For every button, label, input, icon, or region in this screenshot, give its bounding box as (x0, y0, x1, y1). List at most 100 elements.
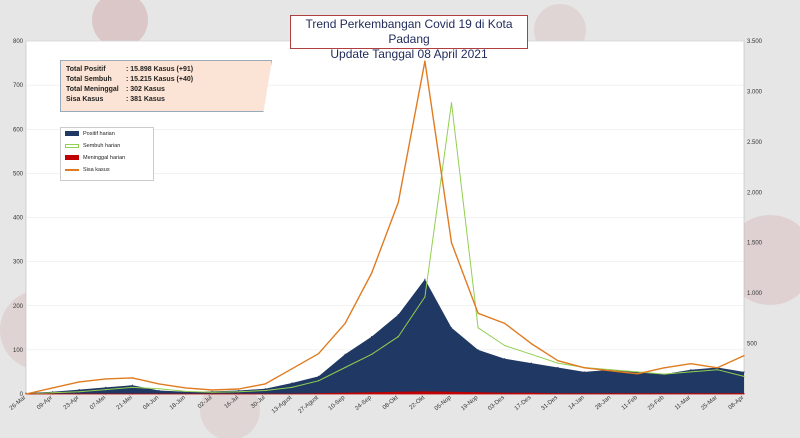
data-point (317, 380, 320, 382)
data-point (264, 383, 266, 385)
data-point (663, 373, 665, 375)
legend-label: Sisa kasus (83, 167, 110, 173)
x-tick-label: 08-Okt (382, 395, 400, 411)
series-layer (25, 60, 745, 395)
data-point (397, 313, 399, 316)
stat-row-sembuh: Total Sembuh : 15.215 Kasus (+40) (66, 75, 193, 84)
data-point (291, 393, 293, 395)
data-point (557, 366, 559, 369)
y-left-tick-label: 800 (13, 39, 24, 45)
data-point (743, 392, 745, 395)
data-point (690, 363, 692, 365)
y-right-tick-label: 1.500 (747, 241, 763, 247)
data-point (371, 336, 373, 338)
data-point (317, 375, 320, 377)
x-tick-label: 25-Mar (700, 395, 718, 412)
y-right-tick-label: 2.500 (747, 140, 763, 146)
data-point (504, 322, 506, 324)
data-point (211, 390, 213, 392)
data-point (184, 390, 187, 392)
data-point (424, 296, 426, 298)
x-axis-ticks: 26-Mar 09-Apr 23-Apr 07-Mei 21-Mei 04-Jun 18-J… (9, 395, 745, 415)
data-point (557, 392, 559, 395)
data-point (78, 381, 80, 383)
data-point (184, 393, 187, 395)
x-tick-label: 04-Jun (142, 395, 160, 411)
legend-swatch (65, 168, 79, 171)
data-point (78, 393, 80, 395)
data-point (583, 367, 586, 369)
data-point (131, 377, 133, 379)
data-point (450, 102, 453, 104)
x-tick-label: 09-Apr (36, 395, 54, 411)
series-meninggal-harian (25, 391, 745, 395)
data-point (238, 391, 240, 393)
data-point (264, 393, 266, 395)
y-right-tick-label: 3.000 (747, 89, 763, 95)
legend-item-meninggal: Meninggal harian (65, 153, 125, 163)
x-tick-label: 08-Apr (728, 395, 746, 411)
data-point (238, 389, 240, 392)
data-point (450, 327, 453, 329)
stat-label: Total Meninggal (66, 86, 119, 93)
data-point (317, 353, 320, 355)
x-tick-label: 30-Jul (250, 395, 266, 410)
data-point (105, 388, 107, 391)
data-point (557, 360, 559, 362)
x-tick-label: 07-Mei (89, 395, 107, 411)
data-point (131, 384, 133, 386)
y-right-tick-label: 500 (747, 342, 758, 348)
stat-label: Total Positif (66, 66, 106, 73)
data-point (690, 371, 692, 373)
stats-box: Total Positif : 15.898 Kasus (+91) Total… (60, 60, 272, 112)
data-point (211, 393, 213, 395)
data-point (78, 391, 80, 393)
data-point (211, 389, 213, 391)
data-point (690, 392, 692, 395)
data-point (477, 327, 479, 329)
data-point (690, 369, 692, 371)
data-point (211, 391, 213, 393)
data-point (424, 60, 426, 62)
x-tick-label: 11-Feb (621, 395, 640, 412)
data-point (637, 373, 639, 375)
data-point (663, 392, 665, 395)
data-point (450, 391, 453, 393)
data-point (504, 358, 506, 360)
stat-row-positif: Total Positif : 15.898 Kasus (+91) (66, 65, 193, 74)
data-point (131, 386, 133, 388)
data-point (397, 336, 399, 338)
y-left-tick-label: 200 (13, 304, 24, 310)
data-point (105, 386, 107, 388)
y-left-tick-label: 400 (13, 216, 24, 222)
series-line (25, 60, 745, 395)
x-tick-label: 19-Nop (460, 395, 479, 413)
x-tick-label: 25-Feb (647, 395, 666, 412)
data-point (530, 353, 532, 355)
right-axis-ticks: 500 1.000 1.500 2.000 2.500 3.000 3.500 (747, 39, 763, 348)
x-tick-label: 18-Jun (169, 395, 187, 411)
data-point (610, 369, 612, 371)
legend-label: Meninggal harian (83, 155, 126, 161)
y-right-tick-label: 3.500 (747, 39, 763, 45)
x-tick-label: 26-Mar (9, 395, 27, 412)
data-point (450, 242, 453, 244)
x-tick-label: 27-Agust (298, 395, 321, 415)
x-tick-label: 02-Jul (197, 395, 213, 410)
series-sembuh-harian (25, 102, 745, 395)
stat-label: Total Sembuh (66, 76, 112, 83)
data-point (291, 382, 293, 384)
data-point (637, 371, 639, 373)
legend-item-positif: Positif harian (65, 129, 115, 139)
data-point (610, 392, 612, 395)
x-tick-label: 11-Mar (674, 395, 692, 412)
stat-value: : 15.215 Kasus (+40) (125, 76, 194, 83)
x-tick-label: 31-Des (540, 395, 559, 412)
series-line (25, 102, 745, 395)
data-point (158, 393, 160, 395)
y-right-tick-label: 1.000 (747, 291, 763, 297)
legend-item-sembuh: Sembuh harian (65, 141, 120, 151)
x-tick-label: 13-Agust (271, 395, 294, 415)
stat-row-sisa: Sisa Kasus : 381 Kasus (66, 95, 165, 104)
data-point (530, 362, 532, 364)
